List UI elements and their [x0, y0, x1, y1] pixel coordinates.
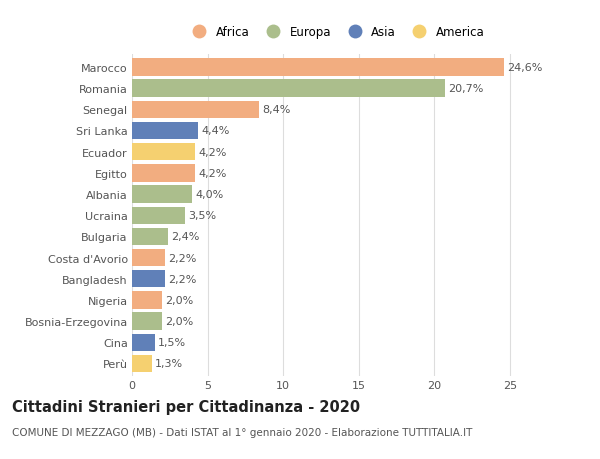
Text: 4,4%: 4,4%	[202, 126, 230, 136]
Text: 2,0%: 2,0%	[165, 295, 193, 305]
Bar	[132, 165, 196, 182]
Bar	[132, 291, 162, 309]
Text: 4,2%: 4,2%	[199, 147, 227, 157]
Bar	[132, 123, 199, 140]
Text: 1,3%: 1,3%	[155, 358, 183, 369]
Text: 4,2%: 4,2%	[199, 168, 227, 179]
Bar	[132, 144, 196, 161]
Bar	[132, 313, 162, 330]
Bar	[132, 249, 165, 267]
Text: 3,5%: 3,5%	[188, 211, 216, 221]
Legend: Africa, Europa, Asia, America: Africa, Europa, Asia, America	[187, 26, 485, 39]
Text: 24,6%: 24,6%	[507, 63, 542, 73]
Bar	[132, 334, 155, 351]
Text: 4,0%: 4,0%	[196, 190, 224, 200]
Text: 2,4%: 2,4%	[171, 232, 200, 242]
Bar	[132, 59, 504, 77]
Text: 2,2%: 2,2%	[168, 253, 197, 263]
Text: 20,7%: 20,7%	[448, 84, 483, 94]
Text: 8,4%: 8,4%	[262, 105, 290, 115]
Text: 1,5%: 1,5%	[158, 337, 186, 347]
Bar	[132, 186, 193, 203]
Text: COMUNE DI MEZZAGO (MB) - Dati ISTAT al 1° gennaio 2020 - Elaborazione TUTTITALIA: COMUNE DI MEZZAGO (MB) - Dati ISTAT al 1…	[12, 427, 472, 437]
Bar	[132, 80, 445, 98]
Bar	[132, 270, 165, 288]
Text: Cittadini Stranieri per Cittadinanza - 2020: Cittadini Stranieri per Cittadinanza - 2…	[12, 399, 360, 414]
Text: 2,0%: 2,0%	[165, 316, 193, 326]
Bar	[132, 228, 168, 246]
Bar	[132, 207, 185, 224]
Text: 2,2%: 2,2%	[168, 274, 197, 284]
Bar	[132, 101, 259, 119]
Bar	[132, 355, 152, 372]
